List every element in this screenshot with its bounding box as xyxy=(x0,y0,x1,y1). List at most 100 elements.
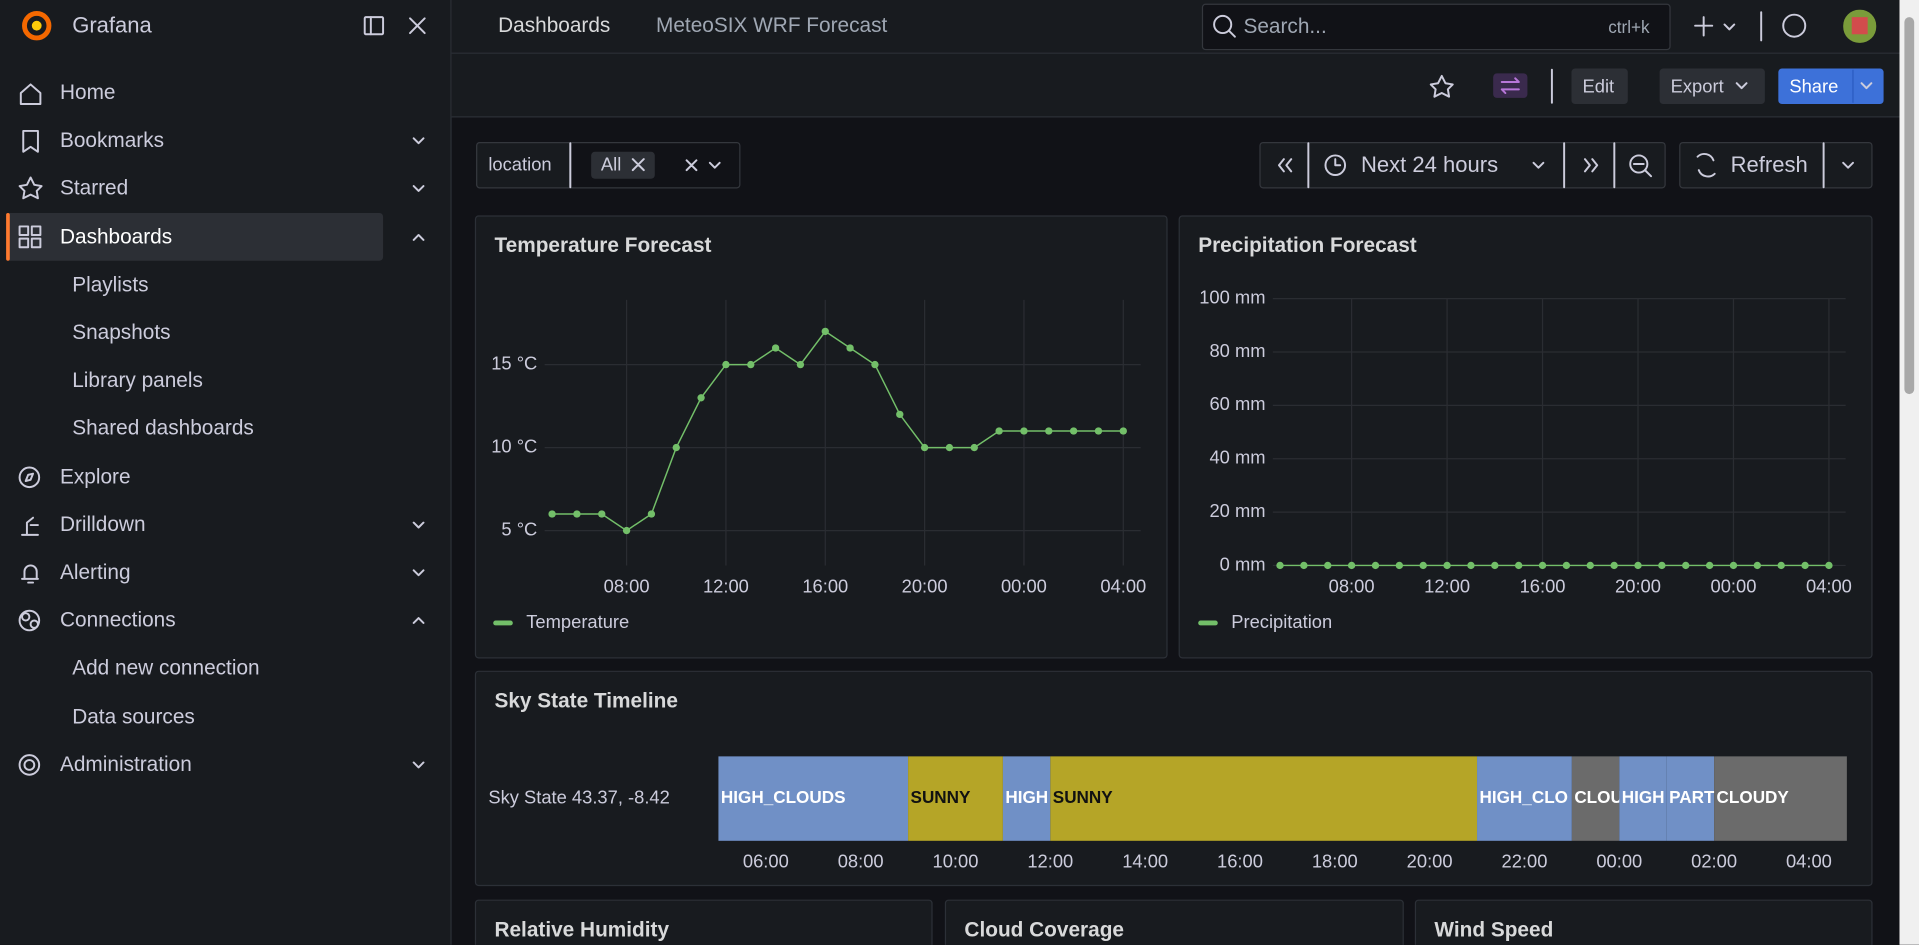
data-point xyxy=(1119,427,1127,435)
nav-subitem[interactable]: Playlists xyxy=(72,272,149,297)
nav-item[interactable]: Bookmarks xyxy=(59,128,165,152)
breadcrumb[interactable]: Dashboards xyxy=(498,13,611,37)
nav-subitem[interactable]: Snapshots xyxy=(72,320,171,344)
panel-title: Cloud Coverage xyxy=(964,917,1124,942)
nav-item[interactable]: Connections xyxy=(59,608,176,632)
data-point xyxy=(1538,561,1547,570)
state-label: CLOU xyxy=(1574,787,1623,807)
data-point xyxy=(920,443,929,452)
edit-button[interactable] xyxy=(1571,68,1628,105)
x-tick-label: 08:00 xyxy=(1329,575,1375,596)
data-point xyxy=(771,344,780,352)
nav-item[interactable]: Administration xyxy=(59,752,192,776)
data-point xyxy=(647,510,656,518)
data-point xyxy=(871,360,879,369)
search-box[interactable] xyxy=(1201,3,1671,51)
data-point xyxy=(1753,561,1762,570)
data-point xyxy=(722,360,730,369)
data-point xyxy=(995,427,1003,435)
row-label: Sky State 43.37, -8.42 xyxy=(488,786,670,807)
refresh-picker[interactable] xyxy=(1679,141,1873,189)
data-point xyxy=(747,360,755,369)
x-tick-label: 20:00 xyxy=(1615,575,1661,596)
logo-core xyxy=(31,20,42,31)
data-point xyxy=(1586,561,1594,570)
state-segment xyxy=(1050,756,1478,841)
nav-subitem[interactable]: Library panels xyxy=(72,368,203,392)
state-segment xyxy=(1619,756,1667,841)
data-point xyxy=(697,394,705,402)
legend-label: Precipitation xyxy=(1231,611,1332,632)
panel: Relative Humidity xyxy=(474,899,933,945)
variable-chip[interactable] xyxy=(591,151,655,179)
switch-icon[interactable] xyxy=(1493,73,1528,98)
refresh-label[interactable]: Refresh xyxy=(1730,152,1808,177)
state-label: PART xyxy=(1669,787,1715,807)
nav-item[interactable]: Starred xyxy=(59,176,129,200)
data-point xyxy=(1395,561,1404,570)
data-point xyxy=(672,443,680,452)
data-point xyxy=(1300,561,1308,570)
x-tick-label: 06:00 xyxy=(743,851,789,872)
nav-subitem[interactable]: Add new connection xyxy=(72,656,260,680)
nav-item[interactable]: Home xyxy=(59,80,116,105)
breadcrumb: MeteoSIX WRF Forecast xyxy=(656,13,888,37)
share-button[interactable] xyxy=(1778,68,1884,105)
x-tick-label: 12:00 xyxy=(1424,575,1470,596)
data-point xyxy=(1515,561,1523,570)
state-label: HIGH xyxy=(1622,787,1665,807)
state-segment xyxy=(1571,756,1620,841)
export-button[interactable] xyxy=(1659,68,1765,105)
active-item-bg xyxy=(6,212,384,261)
nav-icons xyxy=(18,11,1873,776)
sidebar xyxy=(0,0,452,945)
x-tick-label: 16:00 xyxy=(1217,851,1263,872)
y-tick-label: 10 °C xyxy=(491,435,537,456)
brand[interactable]: Grafana xyxy=(72,12,152,38)
search-placeholder: Search... xyxy=(1243,14,1327,38)
edit-label: Edit xyxy=(1582,76,1615,98)
panel-title: Precipitation Forecast xyxy=(1198,233,1417,258)
data-point xyxy=(1443,561,1451,570)
data-point xyxy=(1729,561,1738,570)
scrollbar[interactable] xyxy=(1899,0,1919,945)
data-point xyxy=(1467,561,1475,570)
data-point xyxy=(1801,561,1809,570)
y-tick-label: 0 mm xyxy=(1220,553,1266,574)
data-point xyxy=(1094,427,1103,435)
data-point xyxy=(1705,561,1714,570)
data-point xyxy=(1419,561,1427,570)
panel: Wind Speed xyxy=(1414,899,1873,945)
export-label: Export xyxy=(1670,76,1724,98)
state-segment xyxy=(908,756,1003,841)
nav-subitem[interactable]: Data sources xyxy=(72,704,195,729)
nav-subitem[interactable]: Shared dashboards xyxy=(72,416,254,440)
time-range[interactable]: Next 24 hours xyxy=(1360,152,1499,177)
panel: Cloud Coverage xyxy=(944,899,1404,945)
nav-item[interactable]: Drilldown xyxy=(59,512,146,537)
data-point xyxy=(1347,561,1356,570)
x-tick-label: 02:00 xyxy=(1691,851,1737,872)
nav-item[interactable]: Explore xyxy=(59,465,131,489)
legend-swatch xyxy=(1198,620,1218,626)
x-tick-label: 18:00 xyxy=(1312,851,1358,872)
avatar-pattern xyxy=(1851,17,1868,35)
legend-swatch xyxy=(493,620,513,626)
y-tick-label: 40 mm xyxy=(1209,447,1265,468)
scroll-thumb[interactable] xyxy=(1904,17,1915,395)
variable-label: location xyxy=(488,154,552,176)
data-point xyxy=(1777,561,1785,570)
nav-item[interactable]: Dashboards xyxy=(59,225,173,249)
panel: Temperature Forecast xyxy=(474,215,1168,659)
y-tick-label: 5 °C xyxy=(501,518,537,539)
y-tick-label: 15 °C xyxy=(491,352,537,373)
data-point xyxy=(1069,427,1078,435)
data-point xyxy=(970,443,978,452)
nav-item[interactable]: Alerting xyxy=(59,560,131,584)
x-tick-label: 04:00 xyxy=(1786,851,1832,872)
state-segment xyxy=(1714,756,1847,841)
data-point xyxy=(1045,427,1053,435)
